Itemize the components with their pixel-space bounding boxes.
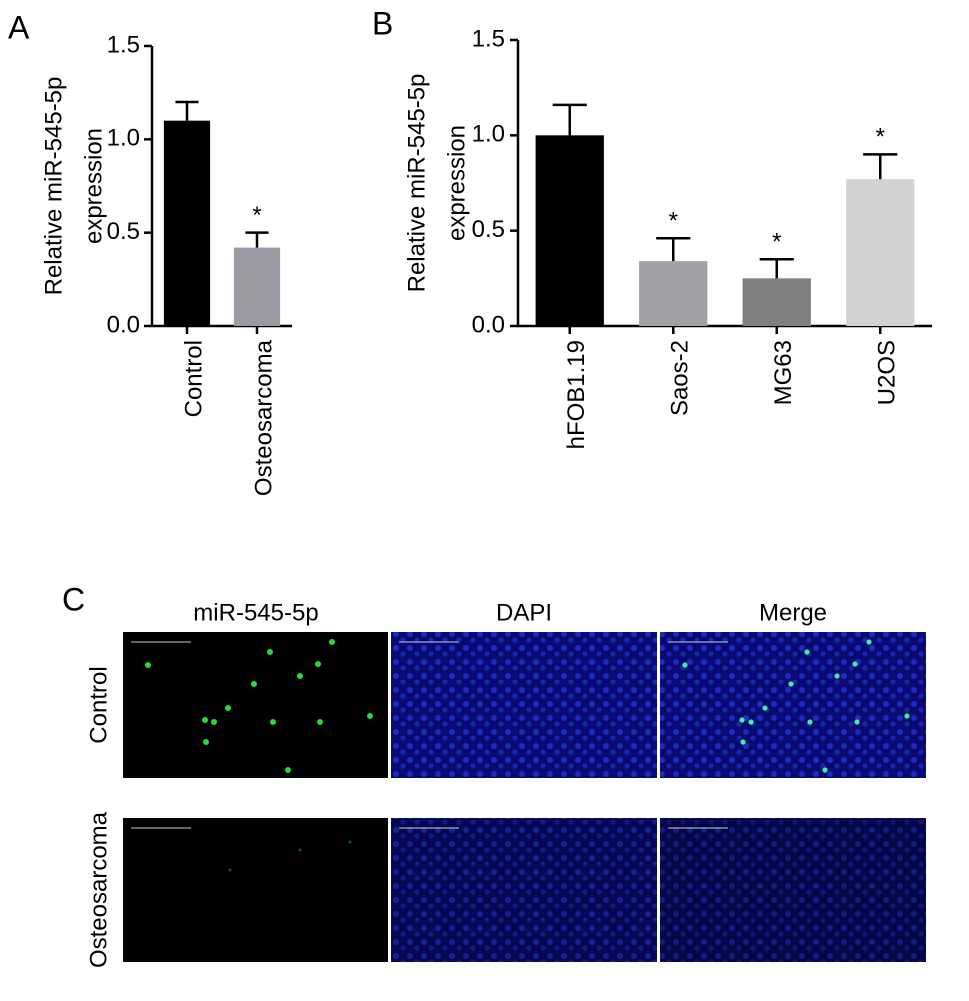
micrograph <box>660 818 926 962</box>
merge-spot <box>748 719 754 725</box>
micrographs <box>123 632 926 962</box>
y-axis-label: Relative miR-545-5p <box>403 74 430 293</box>
green-spot <box>297 673 303 679</box>
column-title: miR-545-5p <box>193 599 318 626</box>
y-tick-label: 0.0 <box>107 311 140 338</box>
significance: * <box>252 202 261 229</box>
panel-label: B <box>372 5 393 41</box>
row-title: Control <box>85 666 112 743</box>
faint-spot <box>228 868 232 872</box>
x-tick-label: Saos-2 <box>667 340 694 416</box>
faint-spot <box>348 840 352 844</box>
green-spot <box>329 639 335 645</box>
panel-label: A <box>8 9 30 45</box>
merge-spot <box>904 713 910 719</box>
significance: * <box>669 208 678 235</box>
x-tick-label: Osteosarcoma <box>250 339 277 496</box>
bar <box>233 247 281 326</box>
green-spot <box>145 662 151 668</box>
error-bar <box>656 237 691 262</box>
y-tick-label: 0.5 <box>472 216 505 243</box>
green-spot <box>367 713 373 719</box>
merge-spot <box>682 662 688 668</box>
y-tick-label: 1.5 <box>472 25 505 52</box>
micrograph <box>660 632 926 778</box>
error-bar <box>175 100 199 121</box>
bar <box>535 135 604 326</box>
green-spot <box>270 719 276 725</box>
y-tick-label: 0.5 <box>107 218 140 245</box>
micrograph <box>123 632 388 778</box>
significance: * <box>876 124 885 151</box>
x-tick-label: U2OS <box>874 340 901 405</box>
bar <box>163 120 211 327</box>
panel-label: C <box>62 581 85 617</box>
bar <box>639 261 708 326</box>
error-bar <box>552 103 587 136</box>
x-tick-label: MG63 <box>770 340 797 405</box>
error-bar <box>245 231 269 248</box>
y-tick-label: 1.5 <box>107 31 140 58</box>
micrograph <box>391 818 657 962</box>
green-spot <box>317 719 323 725</box>
micrograph <box>123 818 388 962</box>
x-tick-label: hFOB1.19 <box>563 340 590 449</box>
y-axis-label: Relative miR-545-5p <box>40 77 67 296</box>
bar <box>846 179 915 326</box>
error-bar <box>863 153 898 180</box>
row-title: Osteosarcoma <box>85 811 112 968</box>
merge-spot <box>762 705 768 711</box>
merge-spot <box>807 719 813 725</box>
error-bar <box>759 258 794 279</box>
y-tick-label: 1.0 <box>472 121 505 148</box>
faint-spot <box>298 848 302 852</box>
significance: * <box>772 229 781 256</box>
column-title: Merge <box>759 599 827 626</box>
merge-spot <box>852 661 858 667</box>
merge-spot <box>739 717 745 723</box>
green-spot <box>285 767 291 773</box>
micrograph <box>391 632 657 778</box>
merge-spot <box>804 649 810 655</box>
green-spot <box>225 705 231 711</box>
green-spot <box>203 739 209 745</box>
x-tick-label: Control <box>180 340 207 417</box>
green-spot <box>211 719 217 725</box>
merge-spot <box>866 639 872 645</box>
bar <box>742 278 811 326</box>
green-spot <box>202 717 208 723</box>
y-tick-label: 0.0 <box>472 311 505 338</box>
merge-spot <box>834 673 840 679</box>
y-axis-label: expression <box>443 125 470 241</box>
shade <box>660 818 926 962</box>
merge-spot <box>822 767 828 773</box>
y-axis-label: expression <box>80 128 107 244</box>
green-spot <box>315 661 321 667</box>
merge-spot <box>740 739 746 745</box>
y-tick-label: 1.0 <box>107 125 140 152</box>
green-spot <box>267 649 273 655</box>
merge-spot <box>788 681 794 687</box>
merge-spot <box>854 719 860 725</box>
green-spot <box>251 681 257 687</box>
column-title: DAPI <box>496 599 552 626</box>
shade <box>391 818 657 962</box>
